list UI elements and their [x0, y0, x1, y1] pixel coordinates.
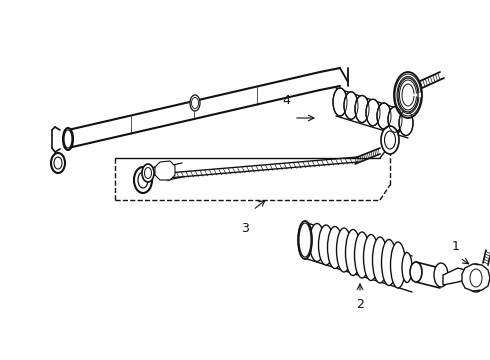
Polygon shape: [155, 161, 175, 180]
Ellipse shape: [391, 242, 406, 288]
Ellipse shape: [327, 226, 343, 269]
Text: 4: 4: [282, 94, 290, 107]
Ellipse shape: [366, 99, 380, 126]
Ellipse shape: [190, 95, 200, 111]
Ellipse shape: [354, 232, 369, 278]
Ellipse shape: [134, 167, 152, 193]
Ellipse shape: [377, 103, 391, 129]
Ellipse shape: [466, 264, 486, 292]
Ellipse shape: [399, 111, 413, 135]
Ellipse shape: [398, 78, 418, 112]
Ellipse shape: [164, 166, 172, 180]
Ellipse shape: [355, 95, 369, 122]
Ellipse shape: [333, 88, 347, 116]
Ellipse shape: [364, 234, 378, 280]
Ellipse shape: [145, 167, 151, 179]
Ellipse shape: [54, 157, 62, 169]
Ellipse shape: [138, 172, 148, 188]
Ellipse shape: [344, 92, 358, 119]
Ellipse shape: [337, 228, 351, 272]
Ellipse shape: [402, 252, 412, 283]
Polygon shape: [443, 268, 465, 285]
Ellipse shape: [303, 225, 313, 255]
Polygon shape: [462, 264, 490, 291]
Text: 1: 1: [452, 239, 460, 252]
Text: 2: 2: [356, 298, 364, 311]
Ellipse shape: [298, 221, 312, 259]
Ellipse shape: [394, 72, 422, 118]
Ellipse shape: [434, 263, 448, 287]
Ellipse shape: [410, 262, 422, 282]
Ellipse shape: [142, 164, 154, 182]
Ellipse shape: [385, 131, 395, 149]
Ellipse shape: [318, 225, 334, 265]
Ellipse shape: [470, 269, 482, 287]
Text: 3: 3: [241, 221, 249, 234]
Ellipse shape: [382, 239, 396, 285]
Ellipse shape: [345, 230, 361, 275]
Ellipse shape: [388, 107, 402, 132]
Ellipse shape: [63, 128, 73, 150]
Ellipse shape: [381, 126, 399, 154]
Ellipse shape: [310, 224, 324, 261]
Ellipse shape: [51, 153, 65, 173]
Ellipse shape: [372, 237, 388, 283]
